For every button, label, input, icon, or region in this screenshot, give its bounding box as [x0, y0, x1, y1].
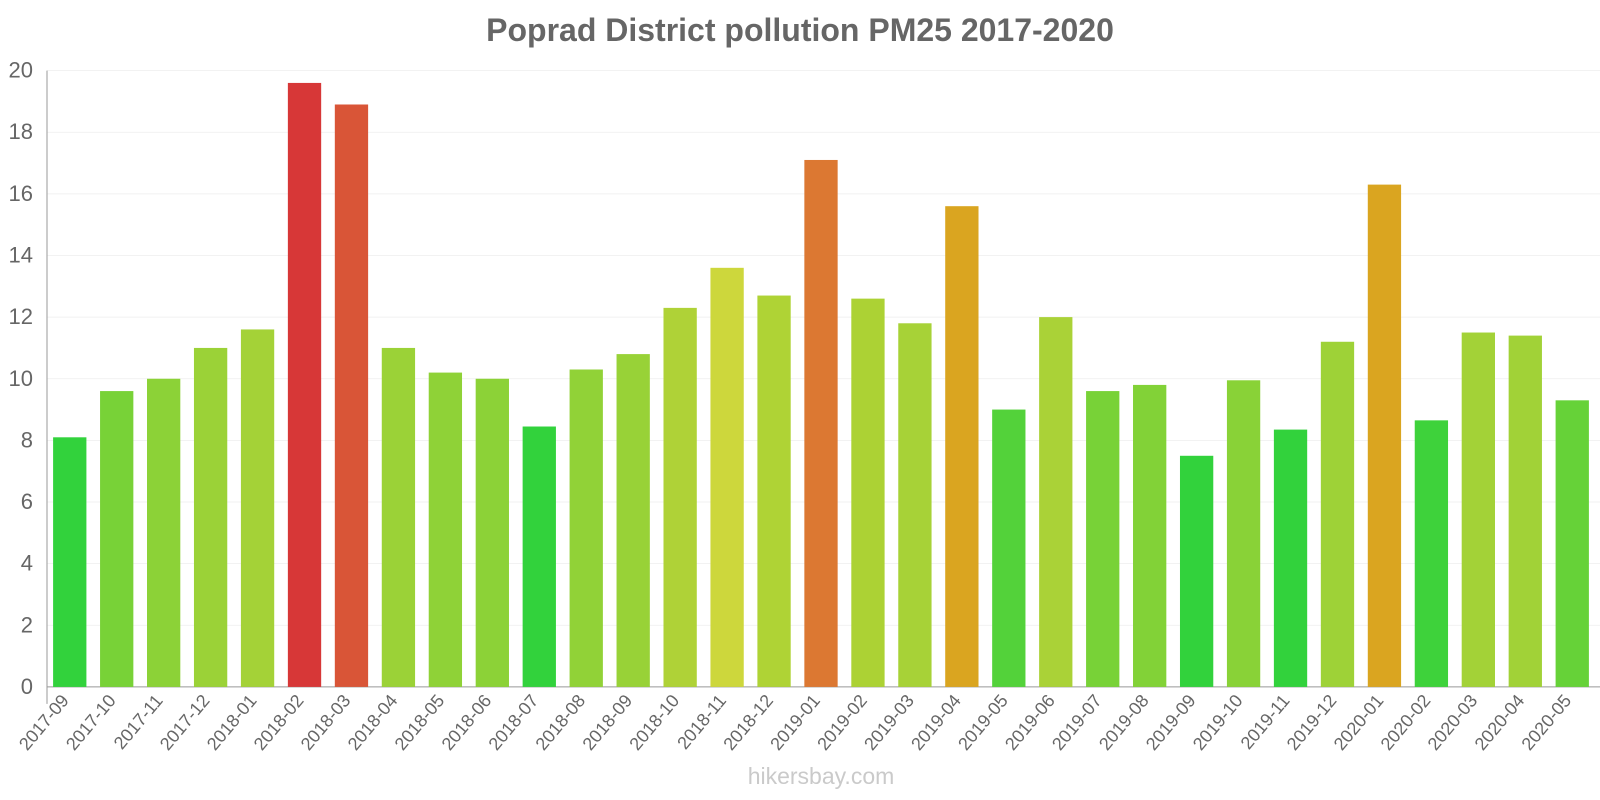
svg-text:2018-02: 2018-02: [250, 691, 308, 754]
svg-text:2020-01: 2020-01: [1330, 691, 1388, 754]
svg-text:4: 4: [21, 551, 33, 576]
svg-text:2018-01: 2018-01: [203, 691, 261, 754]
svg-text:2017-10: 2017-10: [62, 691, 120, 754]
svg-text:2019-03: 2019-03: [860, 691, 918, 754]
svg-text:2019-07: 2019-07: [1048, 691, 1106, 754]
svg-text:2018-07: 2018-07: [485, 691, 543, 754]
svg-text:2019-06: 2019-06: [1001, 691, 1059, 754]
svg-text:2019-10: 2019-10: [1189, 691, 1247, 754]
svg-text:2019-08: 2019-08: [1095, 691, 1153, 754]
svg-text:2017-12: 2017-12: [156, 691, 214, 754]
svg-text:2019-04: 2019-04: [907, 691, 965, 754]
svg-text:2018-08: 2018-08: [532, 691, 590, 754]
svg-text:2019-02: 2019-02: [813, 691, 871, 754]
svg-text:2018-05: 2018-05: [391, 691, 449, 754]
svg-text:10: 10: [9, 366, 33, 391]
svg-text:2019-12: 2019-12: [1283, 691, 1341, 754]
svg-text:2018-03: 2018-03: [297, 691, 355, 754]
svg-text:2019-01: 2019-01: [766, 691, 824, 754]
svg-text:2020-03: 2020-03: [1424, 691, 1482, 754]
svg-text:2: 2: [21, 612, 33, 637]
svg-text:6: 6: [21, 489, 33, 514]
svg-text:2018-09: 2018-09: [578, 691, 636, 754]
svg-text:2018-10: 2018-10: [625, 691, 683, 754]
svg-text:16: 16: [9, 181, 33, 206]
svg-text:2018-04: 2018-04: [344, 691, 402, 754]
svg-text:0: 0: [21, 674, 33, 699]
svg-text:2019-05: 2019-05: [954, 691, 1012, 754]
svg-text:2020-05: 2020-05: [1518, 691, 1576, 754]
svg-text:18: 18: [9, 119, 33, 144]
svg-text:8: 8: [21, 427, 33, 452]
svg-text:2020-04: 2020-04: [1471, 691, 1529, 754]
svg-text:2018-12: 2018-12: [719, 691, 777, 754]
svg-text:2018-06: 2018-06: [438, 691, 496, 754]
svg-text:14: 14: [9, 242, 33, 267]
svg-text:2019-09: 2019-09: [1142, 691, 1200, 754]
svg-text:2020-02: 2020-02: [1377, 691, 1435, 754]
svg-text:12: 12: [9, 304, 33, 329]
svg-text:20: 20: [9, 58, 33, 83]
svg-text:2017-09: 2017-09: [15, 691, 73, 754]
